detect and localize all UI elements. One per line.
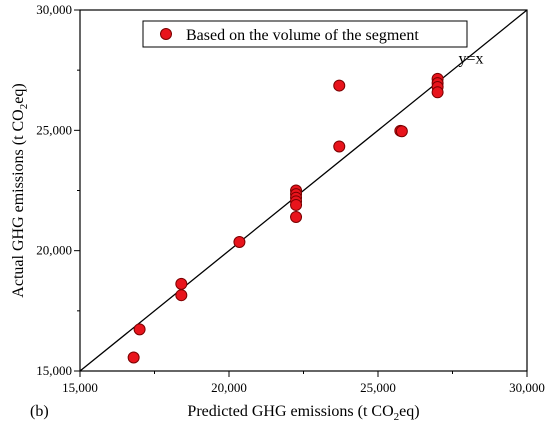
y-axis-title-subscript: 2 — [18, 104, 30, 110]
y-axis-title-main: Actual GHG emissions (t CO — [10, 109, 27, 297]
x-axis-title-tail: eq) — [399, 403, 419, 420]
x-axis-ticks: 15,000 20,000 25,000 30,000 — [62, 371, 545, 395]
legend: Based on the volume of the segment — [142, 20, 468, 48]
data-point — [333, 140, 346, 153]
y-axis-title-tail: eq) — [10, 83, 27, 103]
data-point — [395, 125, 408, 138]
legend-box — [142, 20, 468, 48]
legend-marker — [160, 28, 172, 40]
legend-label: Based on the volume of the segment — [186, 27, 419, 44]
x-tick-label: 25,000 — [360, 380, 396, 395]
data-point — [333, 79, 346, 92]
y-tick-label: 30,000 — [36, 2, 72, 17]
data-point — [133, 323, 146, 336]
reference-line-layer — [79, 9, 528, 372]
x-axis-title-main: Predicted GHG emissions (t CO — [187, 403, 393, 420]
y-axis-ticks: 15,000 20,000 25,000 30,000 — [36, 2, 80, 378]
x-axis-title-subscript: 2 — [394, 411, 400, 423]
y-tick-label: 25,000 — [36, 122, 72, 137]
y-axis-title: Actual GHG emissions (t CO2eq) — [10, 83, 30, 297]
x-tick-label: 15,000 — [62, 380, 98, 395]
x-tick-label: 20,000 — [211, 380, 247, 395]
data-point — [175, 289, 188, 302]
data-point — [233, 236, 246, 249]
data-points-layer — [127, 72, 444, 364]
panel-label: (b) — [30, 403, 49, 420]
x-axis-title: Predicted GHG emissions (t CO2eq) — [187, 403, 419, 423]
reference-line — [79, 9, 528, 372]
data-point — [290, 198, 303, 211]
y-tick-label: 15,000 — [36, 363, 72, 378]
data-point — [431, 86, 444, 99]
x-tick-label: 30,000 — [509, 380, 545, 395]
data-point — [175, 277, 188, 290]
y-tick-label: 20,000 — [36, 243, 72, 258]
data-point — [127, 351, 140, 364]
reference-line-label: y=x — [458, 50, 483, 67]
data-point — [290, 210, 303, 223]
